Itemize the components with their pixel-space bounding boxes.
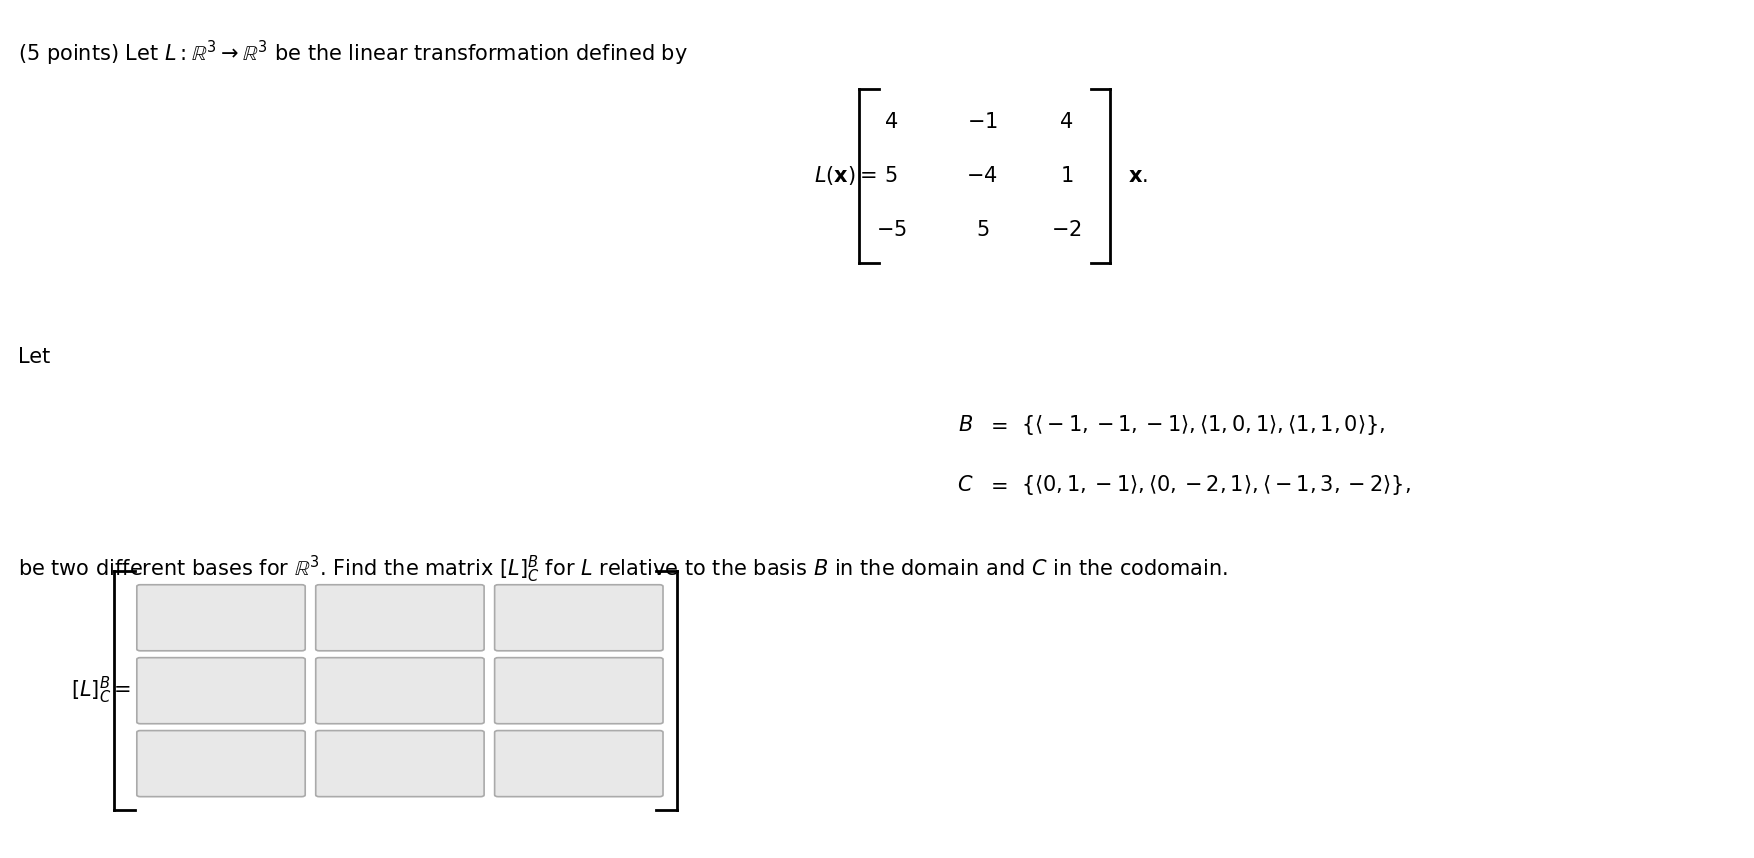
FancyBboxPatch shape bbox=[316, 730, 484, 796]
Text: Let: Let bbox=[18, 347, 49, 367]
Text: $4$: $4$ bbox=[884, 112, 898, 132]
FancyBboxPatch shape bbox=[316, 657, 484, 723]
FancyBboxPatch shape bbox=[495, 730, 663, 796]
Text: $-5$: $-5$ bbox=[875, 220, 907, 240]
FancyBboxPatch shape bbox=[137, 657, 305, 723]
FancyBboxPatch shape bbox=[316, 585, 484, 650]
Text: $C$: $C$ bbox=[958, 474, 973, 495]
Text: $4$: $4$ bbox=[1059, 112, 1073, 132]
Text: $5$: $5$ bbox=[884, 166, 898, 186]
Text: be two different bases for $\mathbb{R}^3$. Find the matrix $[L]_C^B$ for $L$ rel: be two different bases for $\mathbb{R}^3… bbox=[18, 553, 1228, 584]
Text: $-1$: $-1$ bbox=[966, 112, 998, 132]
Text: $\{\langle 0,1,-1\rangle, \langle 0,-2,1\rangle, \langle -1,3,-2\rangle\},$: $\{\langle 0,1,-1\rangle, \langle 0,-2,1… bbox=[1021, 473, 1410, 497]
Text: $1$: $1$ bbox=[1059, 166, 1073, 186]
FancyBboxPatch shape bbox=[495, 657, 663, 723]
Text: $[L]_C^B =$: $[L]_C^B =$ bbox=[72, 675, 132, 706]
FancyBboxPatch shape bbox=[495, 585, 663, 650]
Text: $B$: $B$ bbox=[958, 414, 973, 435]
Text: $=$: $=$ bbox=[986, 474, 1007, 495]
FancyBboxPatch shape bbox=[137, 730, 305, 796]
Text: $=$: $=$ bbox=[986, 414, 1007, 435]
Text: $L(\mathbf{x}) =$: $L(\mathbf{x}) =$ bbox=[814, 165, 877, 187]
Text: $\mathbf{x}.$: $\mathbf{x}.$ bbox=[1128, 166, 1147, 186]
Text: $-4$: $-4$ bbox=[966, 166, 998, 186]
Text: $\{\langle -1,-1,-1\rangle, \langle 1,0,1\rangle, \langle 1,1,0\rangle\},$: $\{\langle -1,-1,-1\rangle, \langle 1,0,… bbox=[1021, 413, 1386, 437]
Text: $-2$: $-2$ bbox=[1051, 220, 1082, 240]
FancyBboxPatch shape bbox=[137, 585, 305, 650]
Text: (5 points) Let $L : \mathbb{R}^3 \to \mathbb{R}^3$ be the linear transformation : (5 points) Let $L : \mathbb{R}^3 \to \ma… bbox=[18, 39, 688, 68]
Text: $5$: $5$ bbox=[975, 220, 989, 240]
